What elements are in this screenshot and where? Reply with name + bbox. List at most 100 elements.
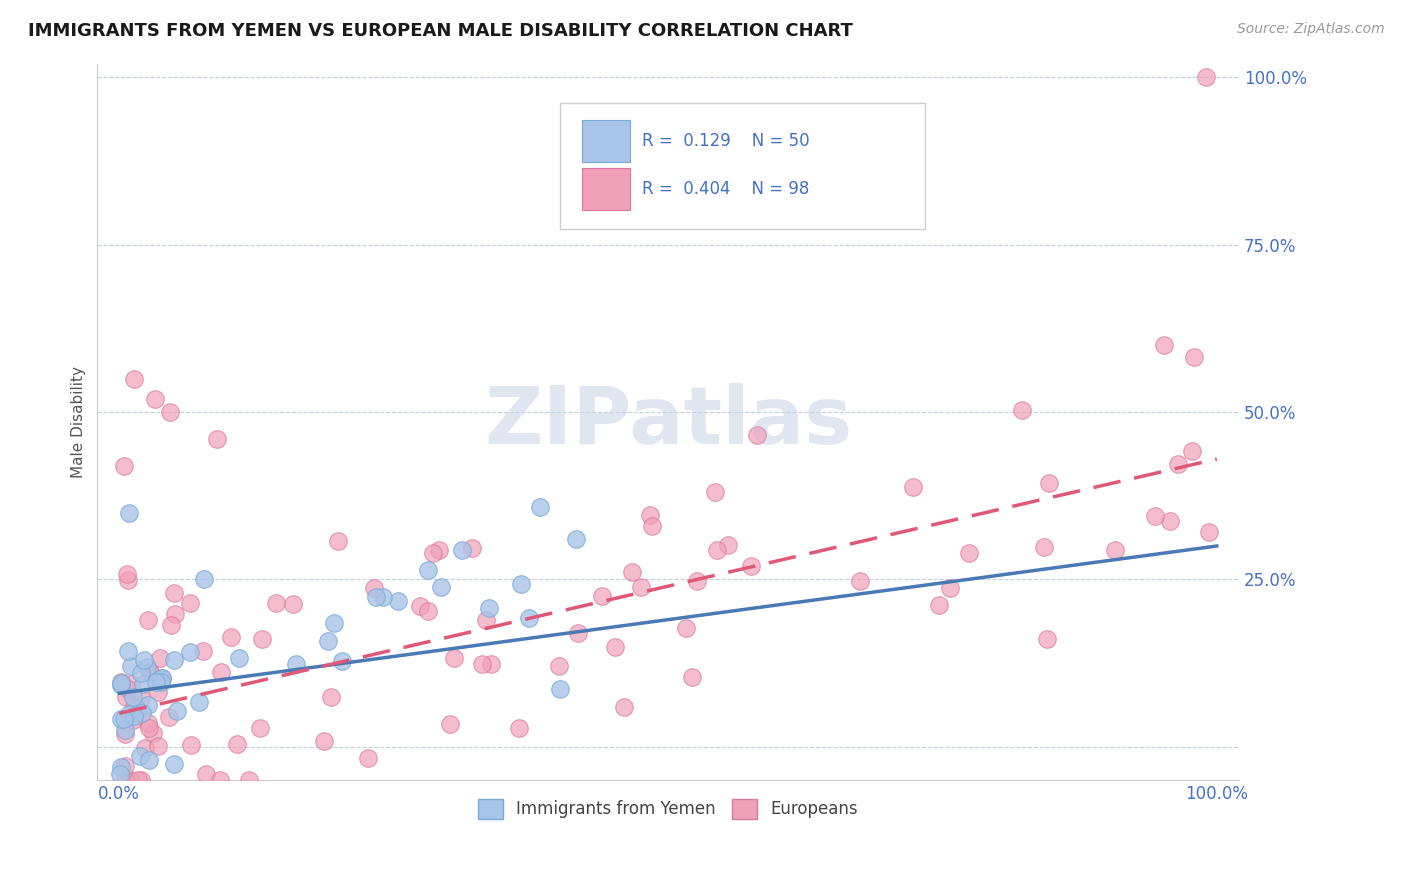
Point [312, 734, 335, 748]
Point [117, 574, 139, 588]
Point [112, 712, 135, 726]
Point [250, 632, 273, 646]
Point [205, 432, 228, 446]
Text: Source: ZipAtlas.com: Source: ZipAtlas.com [1237, 22, 1385, 37]
Point [316, 634, 339, 648]
Point [740, 559, 762, 574]
Point [136, 698, 159, 712]
Point [132, 676, 155, 690]
Point [121, 677, 143, 691]
Legend: Immigrants from Yemen, Europeans: Immigrants from Yemen, Europeans [471, 792, 865, 826]
Point [179, 596, 201, 610]
Point [613, 700, 636, 714]
Point [630, 580, 652, 594]
Point [565, 533, 588, 547]
Point [129, 773, 152, 788]
Point [131, 706, 153, 721]
Point [1144, 509, 1167, 524]
Point [149, 650, 172, 665]
Point [249, 721, 271, 735]
Point [371, 590, 394, 604]
Point [114, 727, 136, 741]
Point [416, 604, 439, 618]
Point [120, 659, 142, 673]
Point [163, 607, 186, 622]
Point [281, 598, 304, 612]
Point [191, 643, 214, 657]
Point [115, 690, 138, 704]
Point [179, 644, 201, 658]
Point [127, 702, 149, 716]
Point [285, 657, 308, 671]
Text: IMMIGRANTS FROM YEMEN VS EUROPEAN MALE DISABILITY CORRELATION CHART: IMMIGRANTS FROM YEMEN VS EUROPEAN MALE D… [28, 22, 853, 40]
Point [112, 784, 135, 798]
Point [117, 681, 139, 696]
Point [117, 644, 139, 658]
Point [461, 541, 484, 555]
Point [136, 660, 159, 674]
Point [138, 753, 160, 767]
Point [1104, 543, 1126, 558]
Point [1195, 70, 1218, 85]
Point [138, 665, 160, 680]
Point [621, 565, 644, 579]
Point [127, 773, 149, 788]
Point [266, 596, 288, 610]
Point [138, 722, 160, 736]
Point [110, 674, 132, 689]
Point [686, 574, 709, 589]
Point [209, 773, 232, 788]
Point [180, 738, 202, 752]
Point [188, 696, 211, 710]
Point [363, 581, 385, 595]
Point [675, 621, 697, 635]
Point [443, 651, 465, 665]
Point [1033, 540, 1056, 554]
Point [134, 653, 156, 667]
Point [517, 611, 540, 625]
Y-axis label: Male Disability: Male Disability [72, 367, 86, 478]
Text: ZIPatlas: ZIPatlas [484, 384, 852, 461]
Point [529, 500, 551, 514]
Point [110, 678, 132, 692]
Point [959, 546, 981, 560]
Point [118, 506, 141, 520]
Point [422, 546, 444, 560]
Point [1167, 457, 1189, 471]
Point [122, 713, 145, 727]
Point [150, 671, 173, 685]
Point [427, 542, 450, 557]
Point [479, 657, 502, 672]
FancyBboxPatch shape [560, 103, 925, 228]
Point [122, 690, 145, 705]
Point [706, 542, 728, 557]
Point [228, 651, 250, 665]
Point [145, 674, 167, 689]
Point [1182, 351, 1205, 365]
Point [112, 458, 135, 473]
Point [117, 567, 139, 582]
Point [326, 534, 349, 549]
Point [195, 767, 218, 781]
Point [166, 704, 188, 718]
Point [143, 392, 166, 406]
Point [567, 626, 589, 640]
Point [110, 760, 132, 774]
Point [1153, 338, 1175, 352]
Point [129, 690, 152, 705]
Point [416, 563, 439, 577]
Point [387, 594, 409, 608]
Point [146, 685, 169, 699]
Point [129, 748, 152, 763]
Point [193, 573, 215, 587]
Point [1198, 525, 1220, 540]
Point [118, 773, 141, 788]
Point [508, 721, 530, 735]
Text: R =  0.404    N = 98: R = 0.404 N = 98 [641, 180, 810, 198]
Point [1011, 403, 1033, 417]
Point [903, 480, 925, 494]
Point [409, 599, 432, 614]
Point [638, 508, 661, 522]
Point [122, 372, 145, 386]
Point [142, 726, 165, 740]
